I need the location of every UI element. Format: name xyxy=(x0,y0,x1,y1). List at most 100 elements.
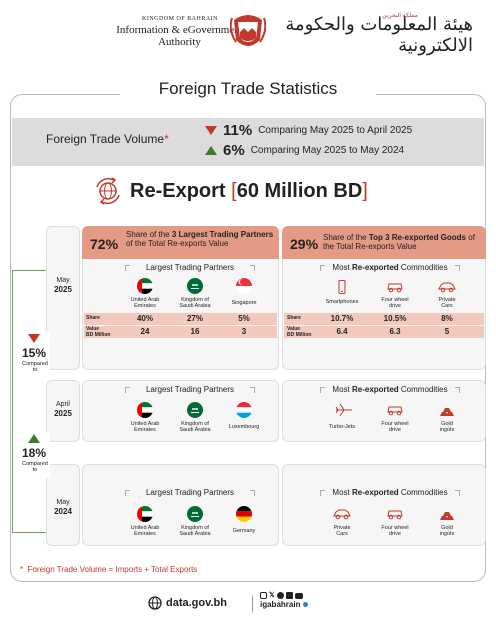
authority-line2: Authority xyxy=(158,36,201,48)
period-month: May xyxy=(56,277,70,284)
most-bold: Re-exported xyxy=(351,263,399,272)
good-name: Gold ingots xyxy=(422,421,472,433)
compare-line-bottom xyxy=(12,532,46,533)
suv-icon xyxy=(387,406,403,416)
partner-value: 3 xyxy=(241,327,247,336)
footnote-text: Foreign Trade Volume = Imports + Total E… xyxy=(27,565,198,574)
value2: BD Million xyxy=(86,331,111,338)
facebook-icon[interactable] xyxy=(276,592,284,599)
site-link[interactable]: data.gov.bh xyxy=(166,597,227,609)
most-commodities-label: Most Re-exported Commodities xyxy=(325,488,455,497)
period-year: 2025 xyxy=(54,409,72,418)
name1: United Arab xyxy=(130,525,160,531)
name2: Saudi Arabia xyxy=(179,303,211,309)
name2: Emirates xyxy=(134,303,156,309)
good-name: Four wheel drive xyxy=(370,421,420,433)
good-share-value: 10.7% xyxy=(330,314,354,323)
arabic-authority-name: هيئة المعلومات والحكومة الالكترونية xyxy=(285,14,473,56)
name1: Gold xyxy=(441,421,453,427)
period-month: May xyxy=(56,499,70,506)
partner-name: Kingdom of Saudi Arabia xyxy=(170,421,220,433)
partners-header xyxy=(82,226,279,259)
period-tab-apr2025 xyxy=(46,380,80,442)
volume-pct-2: 6% xyxy=(223,142,245,159)
car-icon xyxy=(438,282,456,293)
authority-line1: Information & eGovernment xyxy=(116,24,243,36)
partner-name: Luxembourg xyxy=(219,424,269,430)
compared-text: Compared xyxy=(22,461,48,467)
name1: Luxembourg xyxy=(228,424,260,430)
name1: Gold xyxy=(441,525,453,531)
text-post: of the Total Re-exports Value xyxy=(126,239,229,248)
largest-partners-label: Largest Trading Partners xyxy=(130,488,250,497)
name2: ingots xyxy=(439,427,455,433)
name1: Germany xyxy=(232,528,256,534)
handle-text[interactable]: igabahrain xyxy=(260,600,301,609)
largest-partners-label: Largest Trading Partners xyxy=(130,385,250,394)
good-name: Private Cars xyxy=(422,297,472,309)
social-handle[interactable]: igabahrain xyxy=(260,600,308,609)
partner-name: United Arab Emirates xyxy=(120,421,170,433)
gold-icon xyxy=(440,512,454,520)
name1: Kingdom of xyxy=(181,421,209,427)
good-name: Private Cars xyxy=(317,525,367,537)
name1: Private xyxy=(438,297,456,303)
comparison-label-2: Compared to xyxy=(20,461,50,473)
name2: Emirates xyxy=(134,531,156,537)
volume-label-text: Foreign Trade Volume xyxy=(46,132,165,146)
phone-icon xyxy=(338,280,346,294)
x-icon[interactable]: 𝕏 xyxy=(269,592,275,599)
name1: Four wheel xyxy=(381,421,409,427)
youtube-icon[interactable] xyxy=(294,593,303,599)
good-share-value: 8% xyxy=(441,314,453,323)
value1: Value xyxy=(287,326,301,332)
reexport-globe-icon xyxy=(96,177,120,205)
kingdom-label: KINGDOM OF BAHRAIN xyxy=(141,16,218,22)
footer-site[interactable]: data.gov.bh xyxy=(148,596,227,610)
value1: Value xyxy=(86,326,100,332)
name1: Four wheel xyxy=(381,297,409,303)
to-text: to xyxy=(32,467,38,473)
goods-share-pct: 29% xyxy=(290,236,319,252)
good-value: 6.4 xyxy=(336,327,348,336)
goods-header xyxy=(282,226,486,259)
emblem-icon xyxy=(230,15,266,46)
most-bold: Re-exported xyxy=(351,385,399,394)
reexport-title: Re-Export [60 Million BD] xyxy=(130,177,368,205)
reexport-label: Re-Export xyxy=(130,180,226,202)
most-commodities-label: Most Re-exported Commodities xyxy=(325,385,455,394)
suv-icon xyxy=(387,283,403,293)
footnote: * Foreign Trade Volume = Imports + Total… xyxy=(20,565,197,574)
luxembourg-flag-icon xyxy=(236,402,252,418)
text-pre: Share of the xyxy=(126,230,172,239)
page-title: Foreign Trade Statistics xyxy=(120,74,376,104)
suv-icon xyxy=(387,510,403,520)
partner-name: Kingdom of Saudi Arabia xyxy=(170,525,220,537)
period-label-may2025: May 2025 xyxy=(46,276,80,295)
text-bold: Top 3 Re-exported Goods xyxy=(368,233,467,242)
name2: Emirates xyxy=(134,427,156,433)
instagram-icon[interactable] xyxy=(260,592,267,599)
most-pre: Most xyxy=(332,385,352,394)
volume-star: * xyxy=(164,132,169,146)
most-pre: Most xyxy=(332,263,352,272)
share-label: Share xyxy=(287,315,301,321)
partners-share-pct: 72% xyxy=(90,236,119,252)
social-icons[interactable]: 𝕏 igabahrain xyxy=(260,592,308,609)
goods-share-row xyxy=(284,313,484,325)
name2: Cars xyxy=(441,303,453,309)
up-arrow-icon xyxy=(28,434,40,443)
globe-icon xyxy=(148,596,162,610)
ksa-flag-icon xyxy=(187,278,203,294)
period-tab-may2024 xyxy=(46,464,80,546)
down-arrow-icon xyxy=(28,334,40,343)
name1: United Arab xyxy=(130,297,160,303)
authority-name: Information & eGovernment Authority xyxy=(92,24,267,48)
name2: drive xyxy=(389,303,401,309)
linkedin-icon[interactable] xyxy=(285,592,293,599)
text-bold: 3 Largest Trading Partners xyxy=(171,230,274,239)
partner-value-row xyxy=(84,326,277,338)
name2: ingots xyxy=(439,531,455,537)
good-name: Four wheel drive xyxy=(370,525,420,537)
name2: drive xyxy=(389,427,401,433)
